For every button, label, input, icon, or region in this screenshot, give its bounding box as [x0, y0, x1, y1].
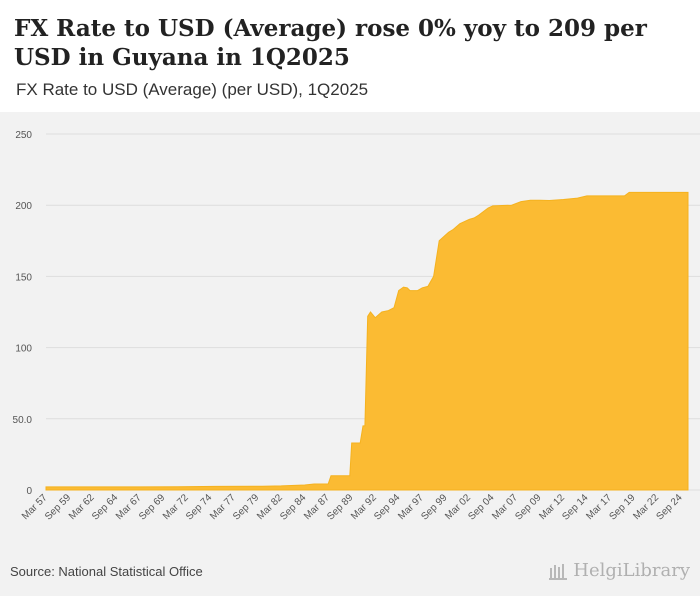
x-tick-label: Sep 14 [560, 492, 590, 522]
x-tick-label: Sep 79 [231, 492, 261, 522]
brand-logo: HelgiLibrary [549, 560, 690, 581]
x-tick-label: Sep 89 [325, 492, 355, 522]
x-tick-label: Sep 74 [184, 492, 214, 522]
chart-header: FX Rate to USD (Average) rose 0% yoy to … [0, 0, 700, 112]
x-tick-label: Sep 24 [654, 492, 684, 522]
brand-logo-text: HelgiLibrary [573, 560, 690, 581]
x-tick-label: Sep 04 [466, 492, 496, 522]
area-series [45, 191, 689, 491]
chart-title: FX Rate to USD (Average) rose 0% yoy to … [14, 15, 647, 71]
y-tick-label: 250 [15, 130, 32, 141]
x-tick-label: Sep 84 [278, 492, 308, 522]
chart-subtitle: FX Rate to USD (Average) (per USD), 1Q20… [16, 80, 369, 99]
y-tick-label: 50.0 [13, 415, 33, 426]
x-tick-label: Sep 99 [419, 492, 449, 522]
x-tick-label: Sep 19 [607, 492, 637, 522]
y-tick-label: 150 [15, 272, 32, 283]
chart-footer: Source: National Statistical Office Helg… [0, 552, 700, 596]
x-tick-label: Sep 94 [372, 492, 402, 522]
library-icon [549, 563, 568, 580]
x-tick-label: Sep 64 [90, 492, 120, 522]
x-tick-label: Sep 09 [513, 492, 543, 522]
y-tick-label: 0 [26, 486, 32, 497]
series-layer [45, 191, 689, 491]
y-tick-label: 100 [15, 344, 32, 355]
x-tick-label: Sep 69 [137, 492, 167, 522]
y-axis-ticks: 0 50.0 100 150 200 250 [13, 130, 33, 497]
source-note: Source: National Statistical Office [10, 564, 203, 579]
x-tick-label: Sep 59 [43, 492, 73, 522]
y-tick-label: 200 [15, 201, 32, 212]
